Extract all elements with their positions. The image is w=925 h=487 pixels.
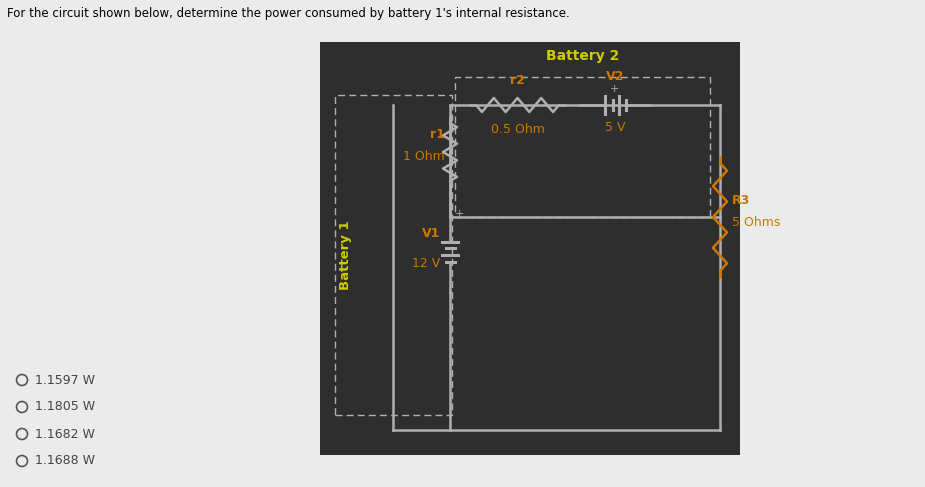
Text: R3: R3 xyxy=(732,194,750,207)
Bar xyxy=(335,95,452,415)
Text: 1.1682 W: 1.1682 W xyxy=(35,428,95,441)
Bar xyxy=(320,42,740,455)
Text: Battery 1: Battery 1 xyxy=(339,220,352,290)
Text: V1: V1 xyxy=(422,227,440,240)
Text: 1 Ohm: 1 Ohm xyxy=(403,150,445,164)
Text: r1: r1 xyxy=(430,128,445,141)
Text: r2: r2 xyxy=(510,74,525,87)
Text: 5 Ohms: 5 Ohms xyxy=(732,216,781,228)
Text: 1.1597 W: 1.1597 W xyxy=(35,374,95,387)
Text: For the circuit shown below, determine the power consumed by battery 1's interna: For the circuit shown below, determine t… xyxy=(7,7,570,20)
Text: Battery 2: Battery 2 xyxy=(546,49,619,63)
Text: 0.5 Ohm: 0.5 Ohm xyxy=(490,123,545,136)
Bar xyxy=(455,77,710,217)
Text: 5 V: 5 V xyxy=(605,121,625,134)
Text: 1.1688 W: 1.1688 W xyxy=(35,454,95,468)
Text: 12 V: 12 V xyxy=(412,257,440,270)
Text: +: + xyxy=(455,209,464,219)
Text: 1.1805 W: 1.1805 W xyxy=(35,400,95,413)
Text: V2: V2 xyxy=(606,70,624,83)
Text: +: + xyxy=(610,84,619,94)
